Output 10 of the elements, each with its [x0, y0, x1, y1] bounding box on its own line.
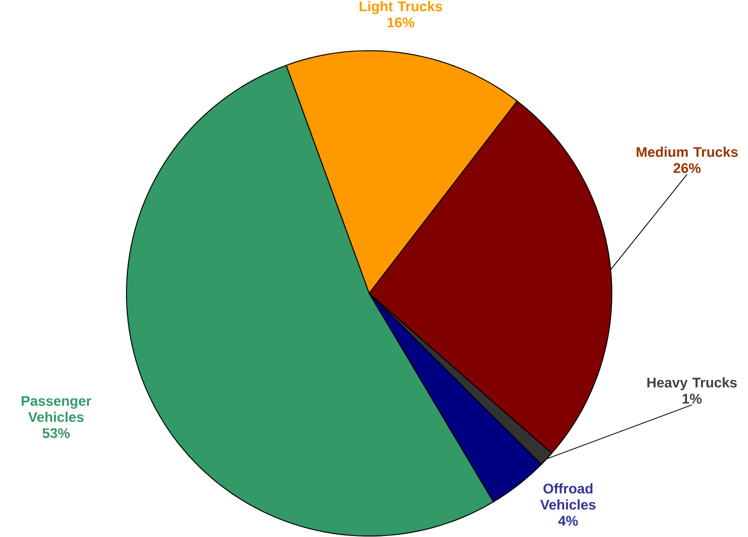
slice-label: Offroad Vehicles	[540, 484, 596, 510]
slice-label: Passenger Vehicles	[22, 396, 92, 422]
data-label: 26%	[674, 163, 701, 174]
data-label: 4%	[558, 516, 578, 526]
slice-label: Medium Trucks	[636, 146, 738, 158]
slice-label: Light Trucks	[360, 1, 442, 14]
data-label: 1%	[682, 394, 702, 404]
slice-label: Heavy Trucks	[647, 377, 737, 391]
data-label: 16%	[388, 18, 414, 28]
data-label: 53%	[42, 428, 70, 438]
